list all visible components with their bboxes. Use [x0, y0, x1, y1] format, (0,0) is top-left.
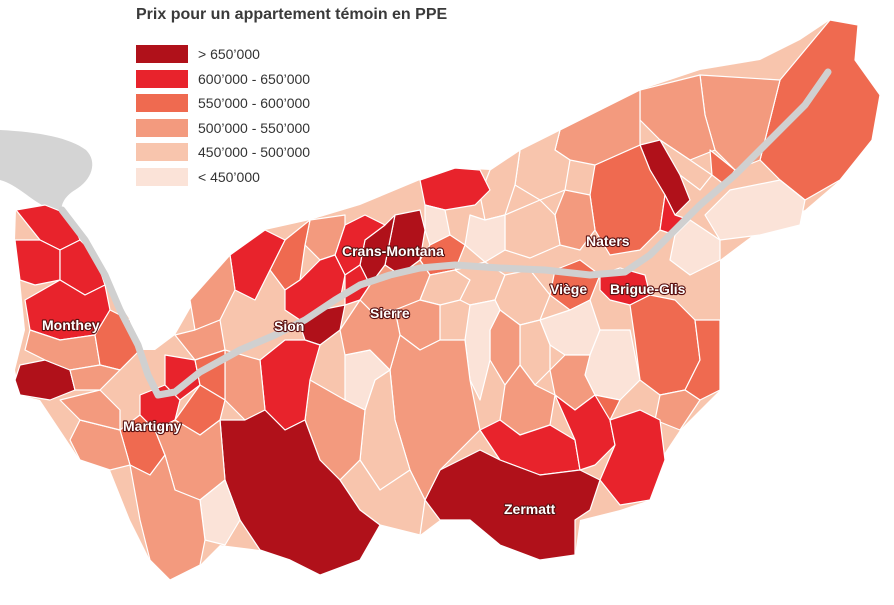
legend-swatch	[136, 118, 188, 137]
city-label-zermatt: Zermatt	[504, 501, 556, 517]
region-simplon-south	[599, 409, 666, 506]
legend-swatch	[136, 143, 188, 162]
legend-item: 550’000 - 600’000	[136, 91, 310, 116]
region-vionnaz	[14, 239, 61, 286]
region-zermatt	[424, 449, 601, 561]
legend: > 650’000 600’000 - 650’000 550’000 - 60…	[136, 42, 310, 189]
legend-item: 600’000 - 650’000	[136, 67, 310, 92]
region-binn	[704, 179, 806, 241]
region-saas-almagell	[554, 394, 616, 471]
region-st-maurice	[69, 364, 121, 391]
legend-swatch	[136, 45, 188, 64]
region-goms-upper	[759, 19, 881, 201]
legend-swatch	[136, 167, 188, 186]
region-loetschental	[514, 129, 571, 201]
city-label-naters: Naters	[586, 233, 630, 249]
legend-label: > 650’000	[198, 46, 260, 63]
legend-label: < 450’000	[198, 168, 260, 185]
city-label-brigue-glis: Brigue-Glis	[610, 281, 686, 297]
lake-geneva	[0, 130, 93, 212]
region-chamoson	[174, 319, 226, 361]
legend-swatch	[136, 69, 188, 88]
city-label-martigny: Martigny	[123, 418, 182, 434]
region-goms-lower	[639, 74, 716, 161]
city-label-monthey: Monthey	[42, 317, 100, 333]
legend-item: > 650’000	[136, 42, 310, 67]
city-label-sion: Sion	[274, 318, 304, 334]
legend-label: 500’000 - 550’000	[198, 119, 311, 136]
legend-item: < 450’000	[136, 165, 310, 190]
rhone-river	[58, 68, 832, 399]
region-bourg-st-pierre	[129, 454, 206, 581]
city-label-viege: Viège	[550, 281, 587, 297]
region-vetroz	[189, 254, 236, 331]
legend-label: 600’000 - 650’000	[198, 70, 311, 87]
region-finhaut	[59, 389, 121, 431]
legend-item: 500’000 - 550’000	[136, 116, 310, 141]
region-bagnes	[219, 409, 381, 576]
city-label-sierre: Sierre	[370, 305, 410, 321]
city-label-crans-montana: Crans-Montana	[342, 243, 444, 259]
region-st-martin	[339, 299, 401, 371]
legend-swatch	[136, 94, 188, 113]
region-zwischbergen	[654, 389, 701, 431]
map-title: Prix pour un appartement témoin en PPE	[136, 6, 448, 23]
legend-label: 450’000 - 500’000	[198, 144, 311, 161]
legend-item: 450’000 - 500’000	[136, 140, 310, 165]
legend-label: 550’000 - 600’000	[198, 95, 311, 112]
